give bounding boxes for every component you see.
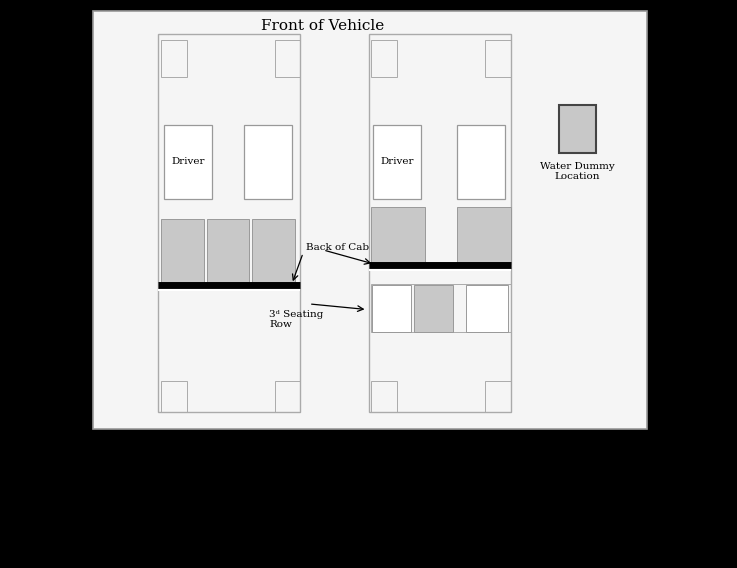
Bar xyxy=(467,285,509,332)
Bar xyxy=(158,34,301,412)
Bar xyxy=(243,125,292,199)
Bar xyxy=(275,40,301,77)
Bar xyxy=(275,381,301,412)
Bar xyxy=(456,207,511,264)
Bar xyxy=(456,125,505,199)
Text: Back of Cab: Back of Cab xyxy=(306,243,369,252)
Bar xyxy=(252,219,295,284)
Bar xyxy=(372,285,411,332)
Text: Driver: Driver xyxy=(380,157,414,166)
Bar xyxy=(371,40,397,77)
Bar xyxy=(206,219,249,284)
Bar xyxy=(161,381,186,412)
Bar xyxy=(485,381,511,412)
Bar xyxy=(414,285,453,332)
Text: Water Dummy
Location: Water Dummy Location xyxy=(540,162,615,181)
Bar xyxy=(161,40,186,77)
Bar xyxy=(368,34,511,412)
Bar xyxy=(161,219,203,284)
Bar xyxy=(373,125,422,199)
Text: Front of Vehicle: Front of Vehicle xyxy=(262,19,385,32)
Bar xyxy=(164,125,212,199)
Bar xyxy=(371,381,397,412)
Bar xyxy=(371,207,425,264)
Bar xyxy=(371,284,511,332)
Text: Driver: Driver xyxy=(172,157,205,166)
Bar xyxy=(93,11,647,429)
Bar xyxy=(559,105,595,153)
Text: 3ᵈ Seating
Row: 3ᵈ Seating Row xyxy=(269,310,324,329)
Bar xyxy=(485,40,511,77)
